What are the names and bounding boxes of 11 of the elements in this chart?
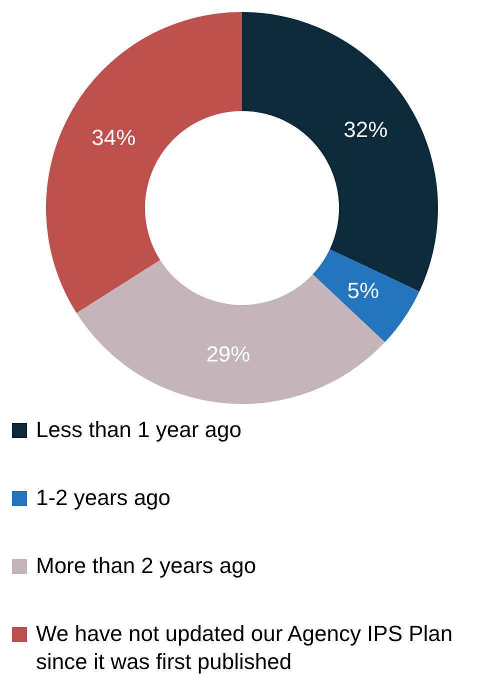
data-label: 32% [344, 117, 388, 142]
donut-slice [76, 260, 385, 404]
donut-slice [46, 12, 242, 314]
data-label: 29% [206, 341, 250, 366]
data-label: 5% [347, 278, 380, 303]
donut-slice [312, 249, 420, 342]
legend-label: Less than 1 year ago [36, 416, 242, 444]
legend-label: We have not updated our Agency IPS Plan since it was first published [36, 620, 454, 676]
legend-label: More than 2 years ago [36, 552, 258, 580]
data-label: 34% [92, 124, 136, 150]
legend-label: 1-2 years ago [36, 484, 172, 512]
